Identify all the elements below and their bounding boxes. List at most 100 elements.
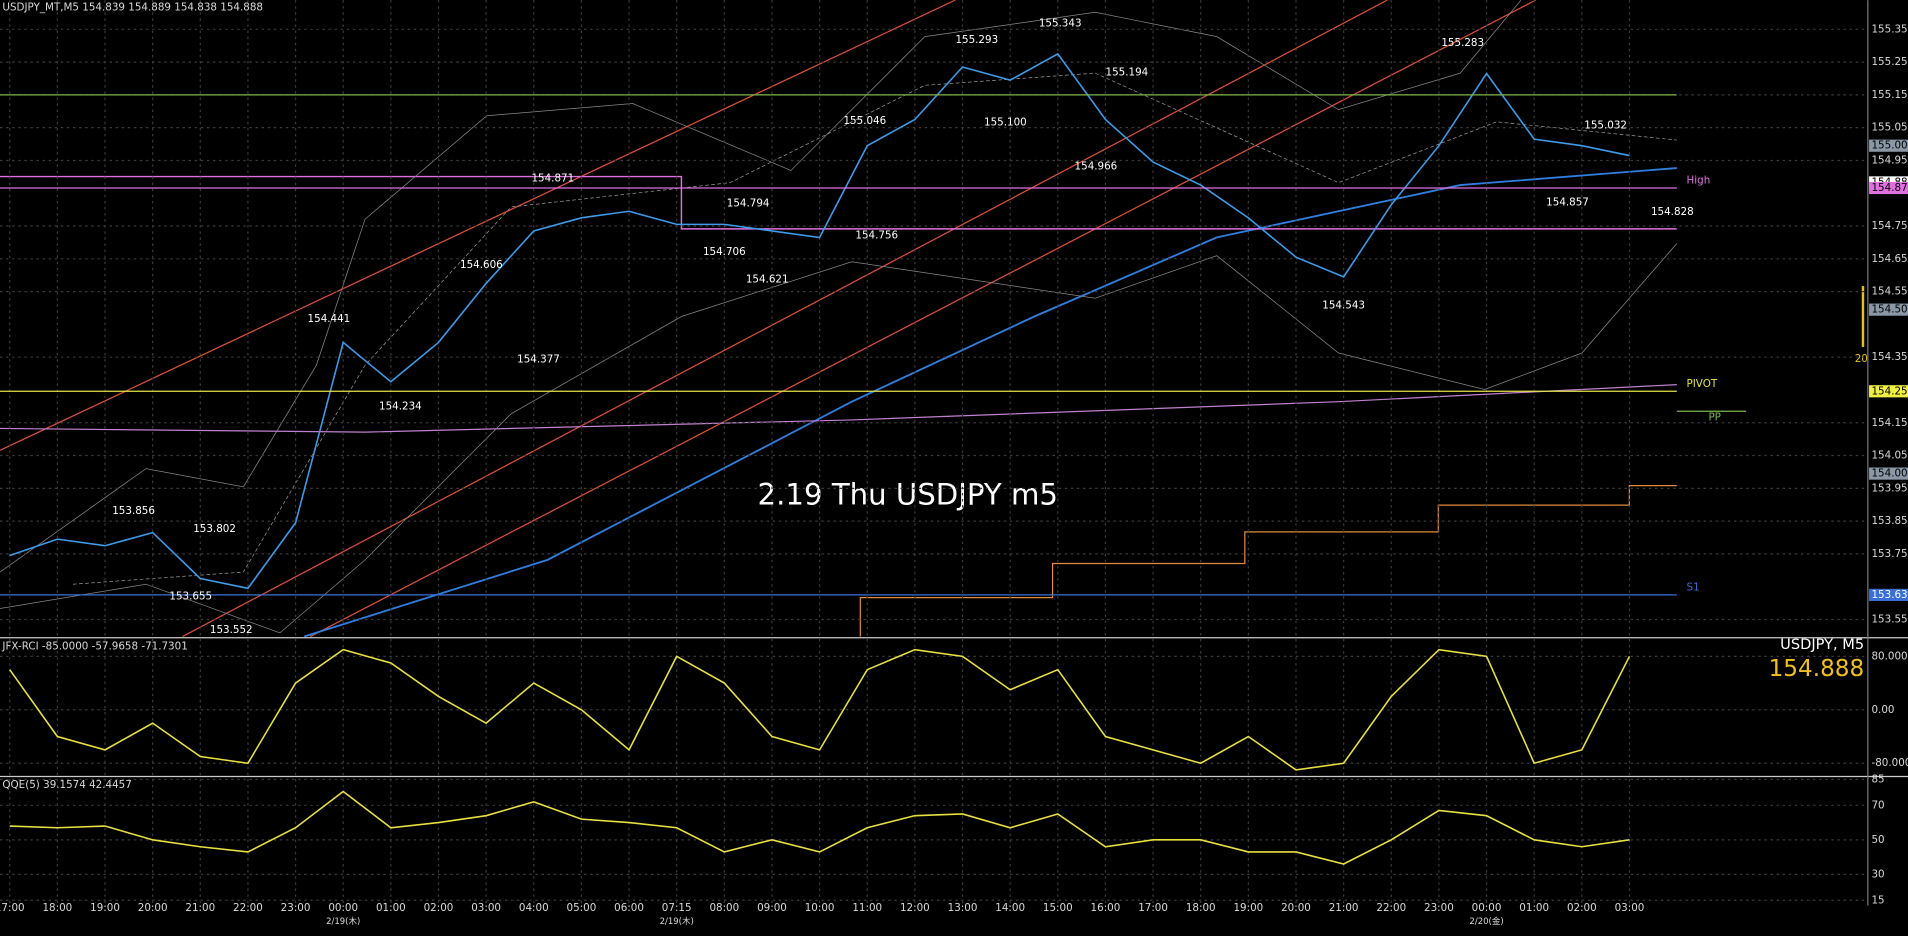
band-line: [72, 72, 1677, 585]
pink-step-line: [0, 175, 1677, 230]
pane-header: QQE(5) 39.1574 42.4457: [2, 779, 131, 791]
decorations: [0, 0, 1908, 906]
channel-line: [310, 0, 1536, 638]
channel-line: [182, 0, 1388, 638]
x-tick-label: 12:00: [900, 902, 930, 914]
price-annotation: 155.100: [984, 117, 1027, 129]
level-label: PIVOT: [1687, 378, 1718, 390]
x-tick-label: 20:00: [1281, 902, 1311, 914]
price-tag-label: 154.000: [1871, 468, 1908, 480]
y-tick-label: 30: [1871, 868, 1884, 880]
price-tag-label: 154.871: [1871, 182, 1908, 194]
price-annotation: 154.377: [517, 354, 560, 366]
price-annotation: 154.794: [727, 198, 770, 210]
x-tick-label: 21:00: [1329, 902, 1359, 914]
y-tick-label: 154.655: [1871, 253, 1908, 265]
y-tick-label: 85: [1871, 773, 1884, 785]
x-tick-label: 03:00: [471, 902, 501, 914]
price-annotation: 153.802: [193, 523, 236, 535]
x-tick-label: 03:00: [1615, 902, 1645, 914]
price-tag-label: 154.500: [1871, 304, 1908, 316]
x-tick-label: 18:00: [42, 902, 72, 914]
x-tick-label: 23:00: [1424, 902, 1454, 914]
price-line: [9, 790, 1630, 865]
y-tick-label: 155.155: [1871, 89, 1908, 101]
moving-average: [303, 167, 1677, 638]
y-tick-label: 155.355: [1871, 23, 1908, 35]
band-line: [0, 243, 1678, 634]
price-annotation: 155.032: [1584, 119, 1627, 131]
x-tick-label: 19:00: [90, 902, 120, 914]
price-annotation: 154.857: [1546, 196, 1589, 208]
info-price: 154.888: [1769, 656, 1865, 682]
x-tick-label: 14:00: [995, 902, 1025, 914]
pp-label: PP: [1708, 411, 1720, 423]
x-tick-label: 22:00: [1376, 902, 1406, 914]
price-tag-label: 154.251: [1871, 385, 1908, 397]
price-annotation: 154.621: [746, 274, 789, 286]
chart-title: 2.19 Thu USDJPY m5: [758, 478, 1058, 512]
orange-step-line: [859, 485, 1677, 637]
x-tick-label: 16:00: [1091, 902, 1121, 914]
channel-line: [0, 0, 956, 451]
moving-average: [0, 384, 1677, 433]
x-tick-label: 10:00: [805, 902, 835, 914]
price-tag-label: 153.630: [1871, 589, 1908, 601]
price-line: [9, 648, 1631, 771]
x-tick-label: 15:00: [1043, 902, 1073, 914]
x-tick-label: 06:00: [614, 902, 644, 914]
x-tick-label: 05:00: [567, 902, 597, 914]
price-annotation: 154.543: [1322, 299, 1365, 311]
y-tick-label: 155.055: [1871, 122, 1908, 134]
price-tag: [1869, 303, 1908, 316]
x-tick-label: 08:00: [709, 902, 739, 914]
price-annotation: 154.871: [531, 172, 574, 184]
price-annotation: 155.194: [1106, 66, 1149, 78]
y-tick-label: 154.755: [1871, 220, 1908, 232]
y-tick-label: 155.255: [1871, 56, 1908, 68]
y-tick-label: 154.055: [1871, 450, 1908, 462]
x-tick-label: 07:15: [662, 902, 692, 914]
band-line: [0, 0, 1522, 573]
y-tick-label: 15: [1871, 894, 1884, 906]
price-annotation: 155.293: [955, 34, 998, 46]
price-annotation: 155.343: [1039, 18, 1082, 30]
x-tick-label: 01:00: [376, 902, 406, 914]
scale-bar: [1861, 286, 1865, 347]
x-tick-label: 00:00: [328, 902, 358, 914]
price-annotation: 153.856: [112, 505, 155, 517]
x-tick-label: 00:00: [1472, 902, 1502, 914]
date-label: 2/20(金): [1469, 916, 1503, 927]
price-tag-label: 155.000: [1871, 140, 1908, 152]
price-tag: [1869, 588, 1908, 601]
x-tick-label: 17:00: [1138, 902, 1168, 914]
pane-header: USDJPY_MT,M5 154.839 154.889 154.838 154…: [2, 1, 263, 13]
pane-header: JFX-RCI -85.0000 -57.9658 -71.7301: [1, 640, 187, 652]
price-tag: [1869, 139, 1908, 152]
price-line: [9, 52, 1630, 590]
date-label: 2/19(木): [326, 916, 360, 927]
price-annotation: 154.756: [855, 229, 898, 241]
date-label: 2/19(木): [660, 916, 694, 927]
price-annotation: 154.966: [1075, 161, 1118, 173]
price-annotation: 154.706: [703, 246, 746, 258]
price-tag: [1869, 385, 1908, 398]
x-tick-label: 19:00: [1233, 902, 1263, 914]
y-tick-label: 50: [1871, 834, 1884, 846]
x-tick-label: 11:00: [852, 902, 882, 914]
y-tick-label: -80.0000: [1871, 757, 1908, 769]
level-label: S1: [1687, 582, 1700, 594]
x-tick-label: 20:00: [138, 902, 168, 914]
x-tick-label: 04:00: [519, 902, 549, 914]
y-tick-label: 153.955: [1871, 482, 1908, 494]
price-annotation: 153.552: [210, 624, 253, 636]
x-tick-label: 01:00: [1519, 902, 1549, 914]
y-tick-label: 154.355: [1871, 351, 1908, 363]
price-tag: [1869, 467, 1908, 480]
y-tick-label: 153.855: [1871, 515, 1908, 527]
x-tick-label: 23:00: [281, 902, 311, 914]
x-tick-label: 02:00: [1567, 902, 1597, 914]
price-annotation: 155.046: [843, 115, 886, 127]
y-tick-label: 153.555: [1871, 613, 1908, 625]
x-tick-label: 17:00: [0, 902, 25, 914]
